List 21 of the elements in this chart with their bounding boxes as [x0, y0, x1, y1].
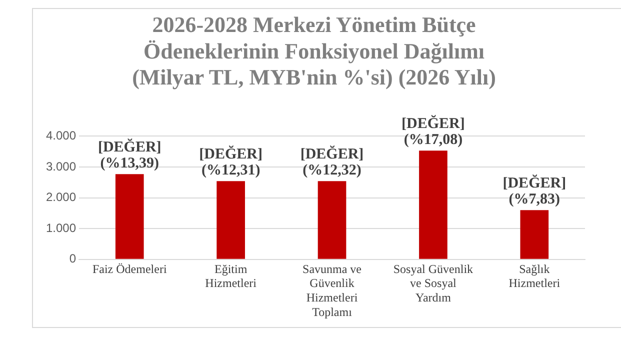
annotation: [DEĞER] (%12,31) [199, 144, 262, 179]
x-tick-label: Sosyal Güvenlik ve Sosyal Yardım [393, 262, 474, 305]
y-tick-label: 2.000 [46, 190, 76, 204]
y-tick-label: 1.000 [46, 220, 76, 235]
bar [115, 174, 144, 259]
x-tick-label: Faiz Ödemeleri [92, 262, 168, 276]
y-tick-label: 3.000 [46, 159, 76, 174]
annotation: [DEĞER] (%7,83) [502, 173, 566, 208]
annotation: [DEĞER] (%13,39) [98, 137, 162, 172]
annotation: [DEĞER] (%17,08) [402, 114, 465, 148]
x-tick-label: Savunma ve Güvenlik Hizmetleri Toplamı [302, 262, 362, 319]
bar [318, 181, 346, 259]
annotation: [DEĞER] (%12,32) [300, 144, 364, 179]
chart-title: 2026-2028 Merkezi Yönetim Bütçe Ödeneklerinin Fonksiyonel Dağılımı (Milyar TL, MYB'nin %'si) (2026 Yılı) [132, 12, 496, 90]
y-tick-label: 4.000 [46, 128, 76, 143]
y-tick-label: 0 [69, 252, 76, 266]
bar [520, 210, 549, 259]
bar [216, 181, 245, 259]
bar [419, 150, 448, 259]
x-tick-label: Eğitim Hizmetleri [205, 262, 258, 290]
x-tick-label: Sağlık Hizmetleri [508, 262, 561, 290]
